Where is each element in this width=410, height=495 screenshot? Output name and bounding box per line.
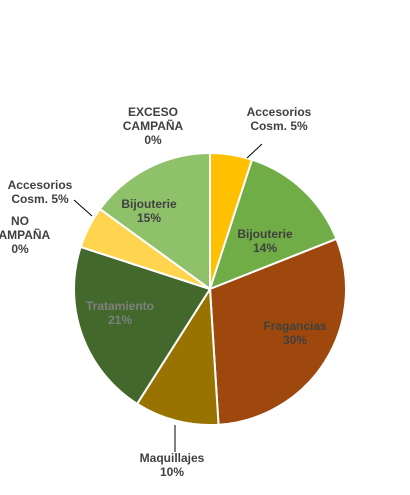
slice-label: Bijouterie 15% — [121, 197, 177, 225]
slice-label-line: 15% — [137, 211, 161, 225]
slice-label-line: Fragancias — [263, 319, 327, 333]
leader-line — [246, 143, 263, 159]
slice-label-line: 30% — [283, 333, 307, 347]
pie-slice — [98, 151, 211, 291]
slice-label-line: CAMPAÑA — [123, 118, 184, 133]
slice-label-line: Cosm. 5% — [11, 192, 69, 206]
pie-slice — [73, 245, 212, 406]
slice-label-line: Cosm. 5% — [250, 119, 308, 133]
slice-label-line: Accesorios — [247, 105, 312, 119]
slice-label: Bijouterie 14% — [237, 227, 293, 255]
slice-label-line: 0% — [11, 242, 29, 256]
slice-label-line: 21% — [108, 313, 132, 327]
leader-line — [73, 199, 93, 217]
slice-label-line: Tratamiento — [86, 299, 154, 313]
slice-label-line: 0% — [144, 133, 162, 147]
slice-label: EXCESO CAMPAÑA 0% — [123, 105, 184, 147]
slice-label-line: EXCESO — [128, 105, 178, 119]
slice-label-line: Accesorios — [8, 178, 73, 192]
slice-label-line: 10% — [160, 465, 184, 479]
slice-label-line: Maquillajes — [140, 451, 205, 465]
slice-label-line: 14% — [253, 241, 277, 255]
pie-slice — [208, 158, 338, 291]
slice-label: Maquillajes 10% — [140, 451, 205, 479]
slice-label: NOCAMPAÑA0% — [0, 214, 51, 256]
slice-label: Accesorios Cosm. 5% — [247, 105, 312, 133]
slice-label-line: NO — [11, 214, 29, 228]
slice-label-line: Bijouterie — [237, 227, 293, 241]
pie-slice — [135, 285, 220, 426]
slice-label: Accesorios Cosm. 5% — [8, 178, 73, 206]
slice-label: Tratamiento 21% — [86, 299, 154, 327]
pie-slice — [208, 237, 347, 426]
slice-label-line: Bijouterie — [121, 197, 177, 211]
slice-label-line: CAMPAÑA — [0, 227, 51, 242]
slice-label: Fragancias 30% — [263, 319, 327, 347]
